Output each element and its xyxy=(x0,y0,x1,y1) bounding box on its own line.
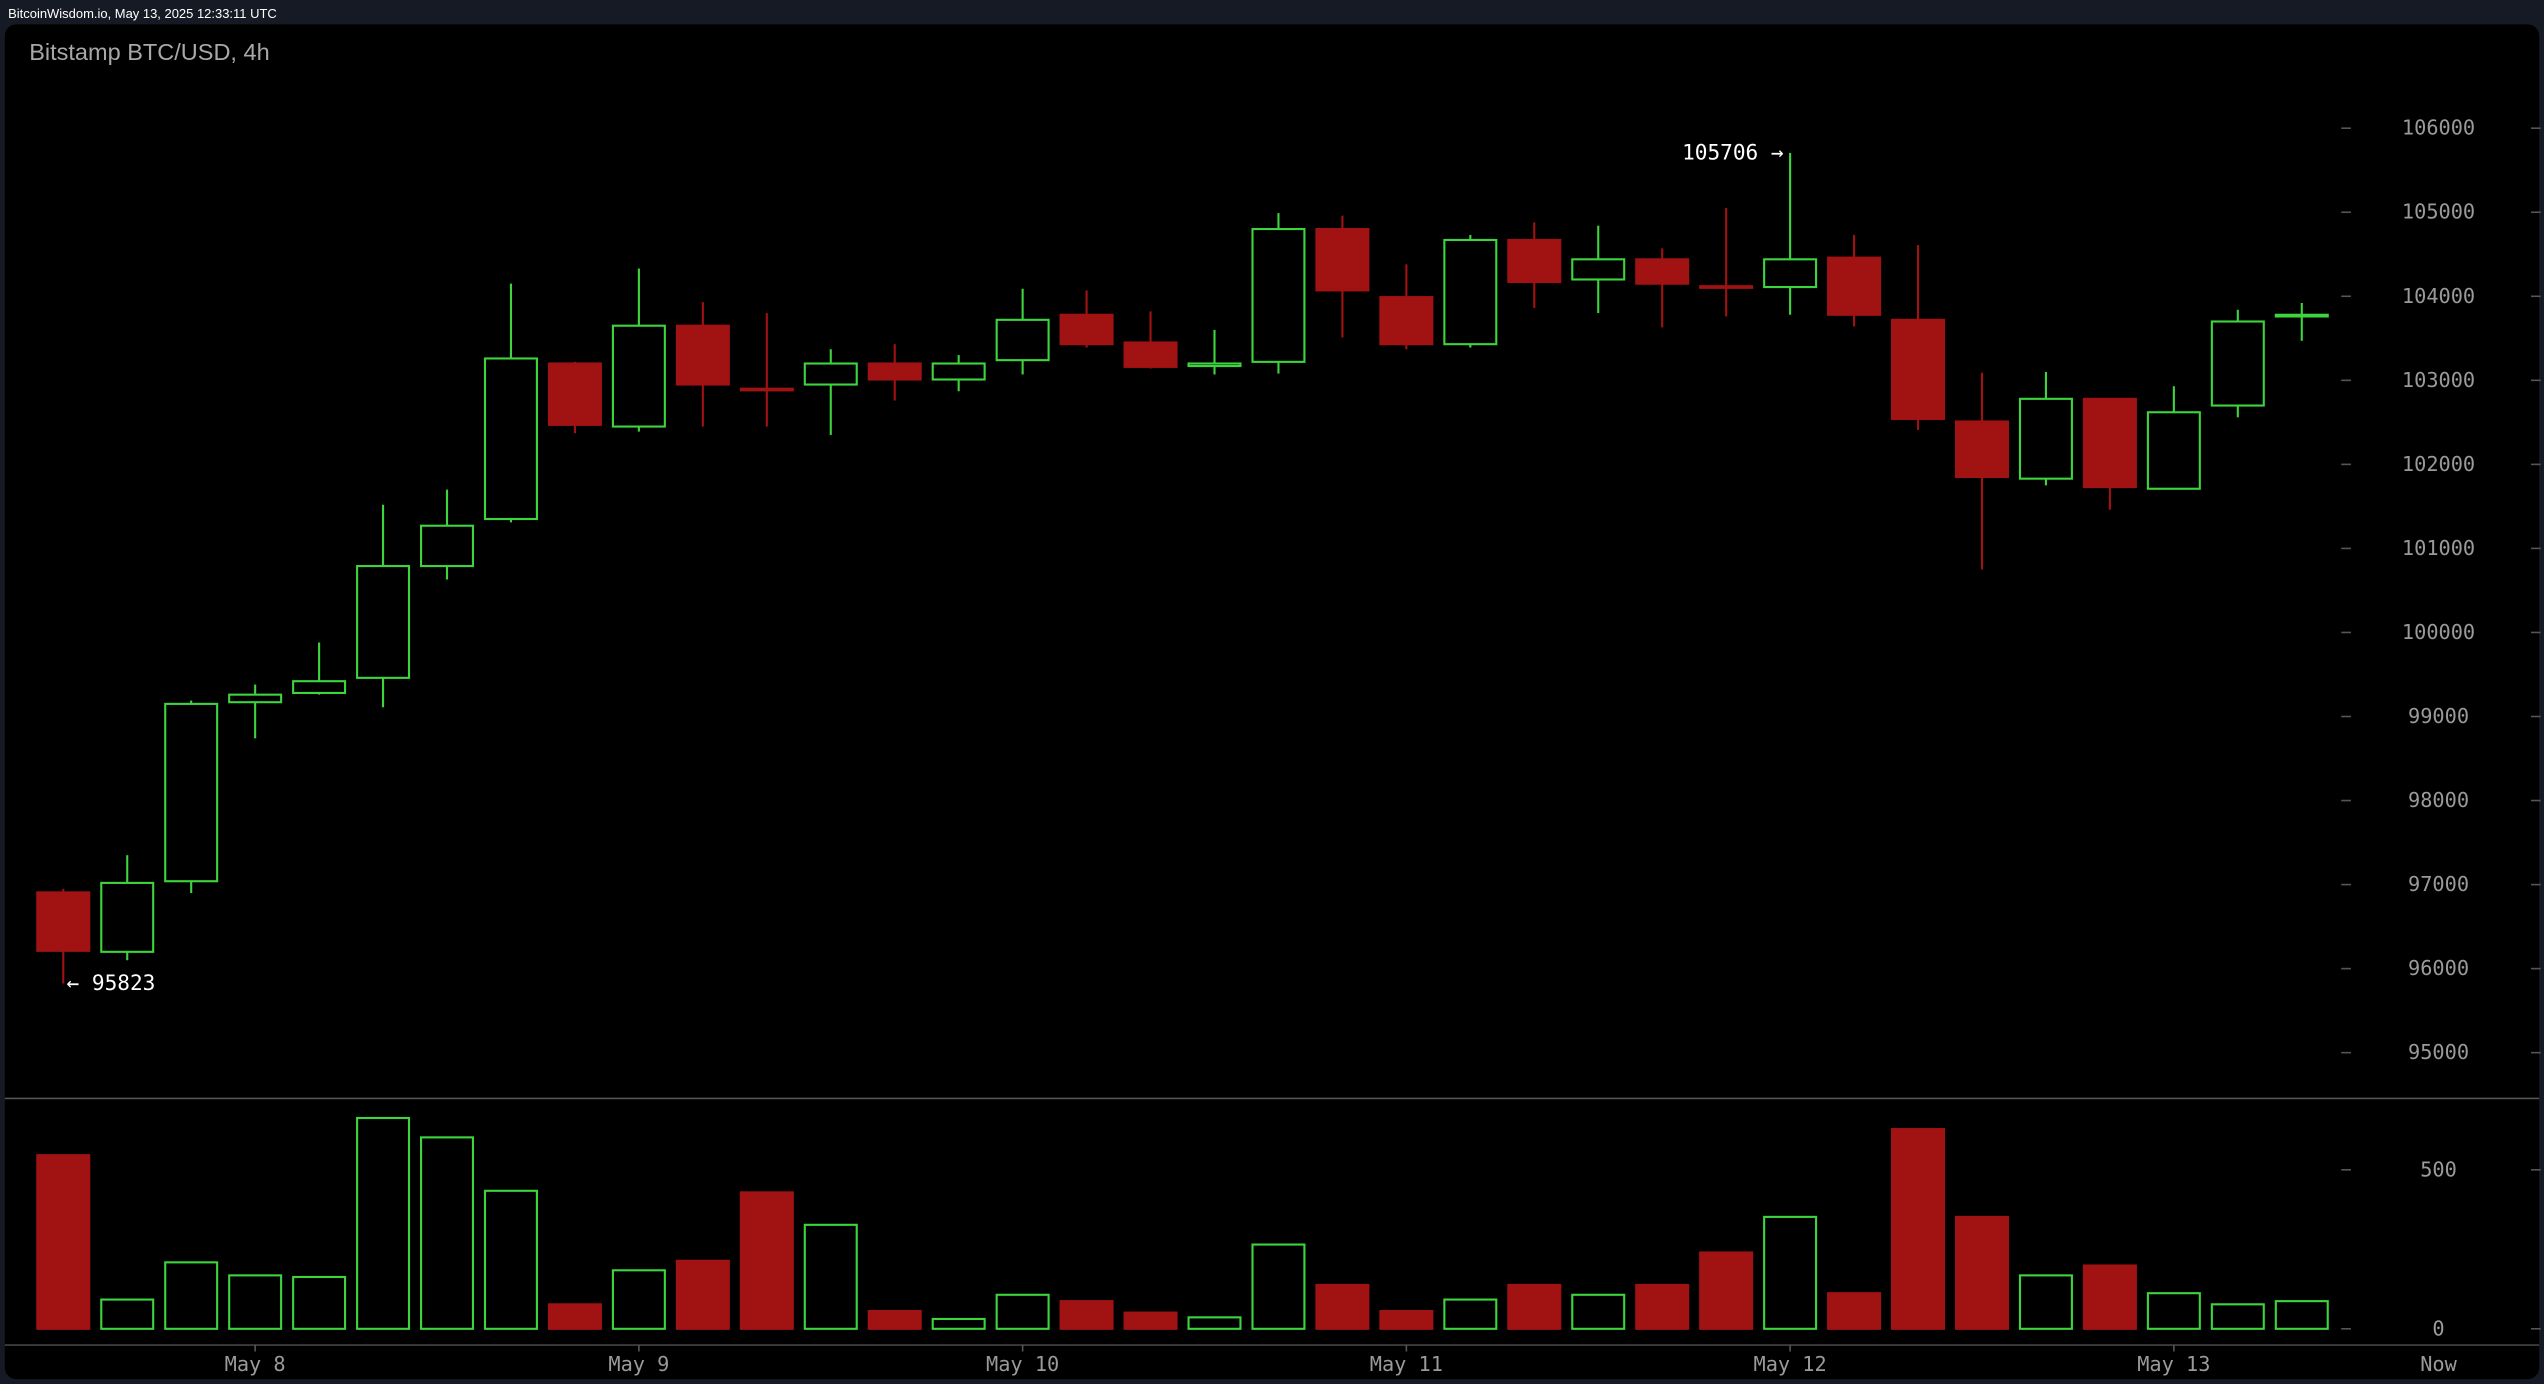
candle-up xyxy=(100,881,155,953)
candle-down xyxy=(1123,341,1178,368)
volume-bar xyxy=(611,1269,666,1330)
price-tick-label: 97000 xyxy=(2408,872,2469,896)
candle-down xyxy=(1827,256,1882,316)
candle-up xyxy=(2018,397,2073,480)
candle-up xyxy=(611,324,666,428)
volume-bar xyxy=(1315,1283,1370,1330)
volume-bar xyxy=(356,1116,411,1330)
candle-up xyxy=(483,357,538,521)
volume-bar xyxy=(420,1136,475,1330)
volume-bar xyxy=(1507,1283,1562,1330)
volume-tick-label: 500 xyxy=(2420,1157,2457,1181)
volume-bar xyxy=(803,1223,858,1330)
candle-up xyxy=(292,680,347,695)
candle-up xyxy=(931,362,986,381)
time-tick-label: May 12 xyxy=(1754,1352,1827,1376)
candle-up xyxy=(1763,258,1818,289)
volume-bar xyxy=(1571,1293,1626,1330)
candle-down xyxy=(547,362,602,426)
candle-down xyxy=(675,324,730,386)
volume-bar xyxy=(739,1191,794,1330)
candle-down xyxy=(1635,258,1690,285)
price-tick-label: 96000 xyxy=(2408,956,2469,980)
volume-bar xyxy=(164,1261,219,1330)
price-tick-label: 105000 xyxy=(2402,200,2475,224)
price-tick-label: 101000 xyxy=(2402,536,2475,560)
volume-bar xyxy=(675,1259,730,1330)
candle-down xyxy=(867,362,922,381)
candle-up xyxy=(2274,313,2329,318)
time-tick-label: May 8 xyxy=(225,1352,286,1376)
chart-title: Bitstamp BTC/USD, 4h xyxy=(29,39,269,65)
candle-up xyxy=(2146,411,2201,490)
volume-bar xyxy=(1443,1298,1498,1330)
candle-up xyxy=(2210,320,2265,407)
volume-bar xyxy=(995,1293,1050,1330)
volume-bar xyxy=(1954,1215,2009,1330)
volume-bar xyxy=(36,1154,91,1330)
volume-bar xyxy=(931,1317,986,1330)
volume-bar xyxy=(1827,1292,1882,1330)
time-tick-label: May 11 xyxy=(1370,1352,1443,1376)
low-annotation: ← 95823 xyxy=(67,970,156,995)
candle-down xyxy=(1379,296,1434,346)
volume-bar xyxy=(1891,1128,1946,1330)
candle-down xyxy=(1507,238,1562,284)
candle-up xyxy=(1187,362,1242,368)
volume-bar xyxy=(292,1275,347,1330)
volume-bar xyxy=(867,1309,922,1330)
now-label: Now xyxy=(2420,1352,2457,1376)
candle-down xyxy=(1954,420,2009,479)
candle-down xyxy=(739,387,794,392)
price-tick-label: 95000 xyxy=(2408,1040,2469,1064)
price-tick-label: 98000 xyxy=(2408,788,2469,812)
volume-bar xyxy=(1635,1283,1690,1330)
price-tick-label: 99000 xyxy=(2408,704,2469,728)
volume-bar xyxy=(1059,1300,1114,1330)
price-tick-label: 103000 xyxy=(2402,368,2475,392)
high-annotation: 105706 → xyxy=(1682,139,1784,164)
candle-down xyxy=(1699,285,1754,289)
volume-bar xyxy=(1187,1316,1242,1330)
volume-tick-label: 0 xyxy=(2432,1316,2444,1340)
volume-bar xyxy=(1763,1215,1818,1330)
source-timestamp: BitcoinWisdom.io, May 13, 2025 12:33:11 … xyxy=(8,6,277,21)
candle-up xyxy=(995,318,1050,362)
volume-bar xyxy=(100,1298,155,1330)
volume-bar xyxy=(1251,1243,1306,1330)
volume-bar xyxy=(2274,1300,2329,1330)
candle-down xyxy=(1891,318,1946,421)
volume-bar xyxy=(1123,1311,1178,1330)
candle-up xyxy=(420,524,475,568)
price-tick-label: 104000 xyxy=(2402,284,2475,308)
time-tick-label: May 9 xyxy=(608,1352,669,1376)
candle-up xyxy=(228,693,283,704)
time-tick-label: May 10 xyxy=(986,1352,1059,1376)
candle-up xyxy=(803,362,858,386)
volume-bar xyxy=(2210,1303,2265,1330)
candle-up xyxy=(1571,258,1626,281)
price-tick-label: 102000 xyxy=(2402,452,2475,476)
candle-down xyxy=(1059,313,1114,346)
time-tick-label: May 13 xyxy=(2137,1352,2210,1376)
volume-bar xyxy=(1379,1309,1434,1330)
candle-up xyxy=(356,565,411,679)
volume-bar xyxy=(1699,1251,1754,1330)
volume-bar xyxy=(2018,1274,2073,1330)
candle-down xyxy=(2082,397,2137,489)
volume-bar xyxy=(547,1303,602,1330)
volume-bar xyxy=(228,1274,283,1330)
candle-down xyxy=(36,891,91,952)
volume-bar xyxy=(483,1189,538,1330)
volume-bar xyxy=(2146,1292,2201,1330)
price-tick-label: 100000 xyxy=(2402,620,2475,644)
candle-up xyxy=(1251,227,1306,363)
candle-down xyxy=(1315,227,1370,292)
candle-up xyxy=(164,702,219,883)
volume-bar xyxy=(2082,1264,2137,1330)
candle-up xyxy=(1443,238,1498,346)
price-tick-label: 106000 xyxy=(2402,116,2475,140)
